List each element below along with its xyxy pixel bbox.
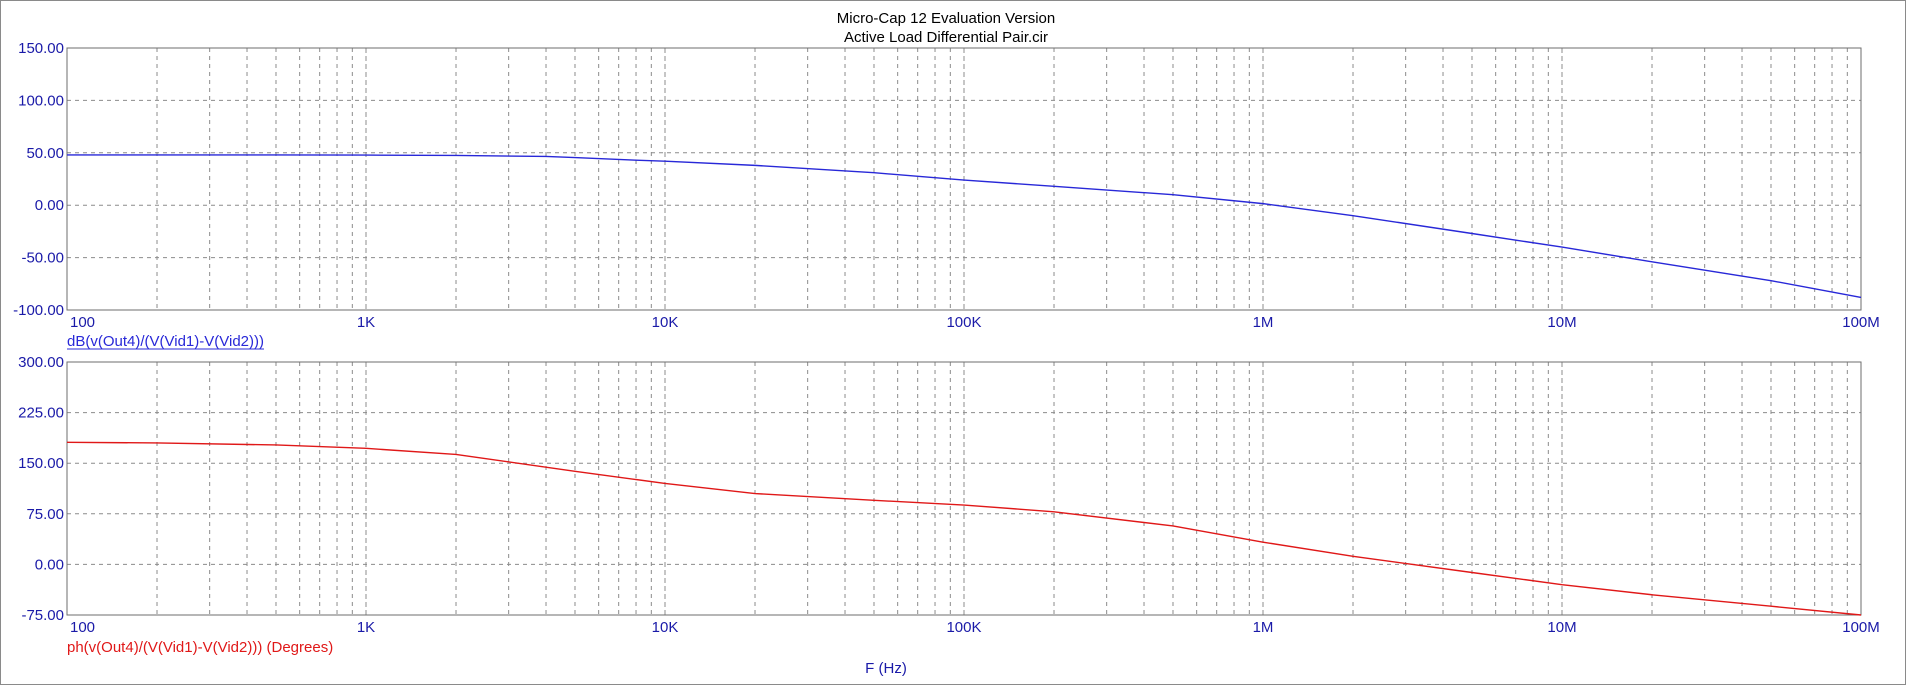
y-tick-label: -75.00 xyxy=(21,607,64,624)
magnitude-panel: 150.00 100.00 50.00 0.00 -50.00 -100.00 100 1K 1… xyxy=(13,40,1880,350)
chart-title: Micro-Cap 12 Evaluation Version xyxy=(837,10,1055,27)
magnitude-trace xyxy=(67,154,1862,299)
x-tick-label: 1K xyxy=(357,619,375,636)
x-tick-label: 100 xyxy=(70,619,95,636)
y-tick-label: 225.00 xyxy=(18,405,64,422)
chart-subtitle: Active Load Differential Pair.cir xyxy=(844,29,1048,46)
x-tick-label: 10K xyxy=(652,619,679,636)
x-tick-label: 100K xyxy=(946,314,981,331)
y-tick-label: -100.00 xyxy=(13,302,64,319)
phase-trace xyxy=(66,441,1862,616)
y-tick-label: -50.00 xyxy=(21,250,64,267)
y-tick-label: 150.00 xyxy=(18,455,64,472)
x-tick-label: 10K xyxy=(652,314,679,331)
y-tick-label: 100.00 xyxy=(18,92,64,109)
x-tick-label: 1M xyxy=(1253,314,1274,331)
x-tick-label: 10M xyxy=(1547,619,1576,636)
x-tick-label: 100M xyxy=(1842,314,1880,331)
x-tick-label: 100M xyxy=(1842,619,1880,636)
y-tick-label: 0.00 xyxy=(35,556,64,573)
magnitude-series-label: dB(v(Out4)/(V(Vid1)-V(Vid2))) xyxy=(67,333,264,350)
x-tick-label: 10M xyxy=(1547,314,1576,331)
plots-group: 150.00 100.00 50.00 0.00 -50.00 -100.00 100 1K 1… xyxy=(13,40,1880,677)
phase-panel: 300.00 225.00 150.00 75.00 0.00 -75.00 100 1K 10… xyxy=(18,354,1880,677)
y-tick-label: 0.00 xyxy=(35,197,64,214)
plot-frame xyxy=(66,361,1862,616)
x-tick-label: 100K xyxy=(946,619,981,636)
y-tick-label: 150.00 xyxy=(18,40,64,57)
x-tick-label: 1M xyxy=(1253,619,1274,636)
phase-series-label: ph(v(Out4)/(V(Vid1)-V(Vid2))) (Degrees) xyxy=(67,639,333,656)
plot-frame xyxy=(66,47,1862,311)
x-tick-label: 100 xyxy=(70,314,95,331)
y-tick-label: 50.00 xyxy=(26,145,64,162)
y-tick-label: 75.00 xyxy=(26,506,64,523)
y-tick-label: 300.00 xyxy=(18,354,64,371)
x-tick-label: 1K xyxy=(357,314,375,331)
x-axis-label: F (Hz) xyxy=(865,660,907,677)
